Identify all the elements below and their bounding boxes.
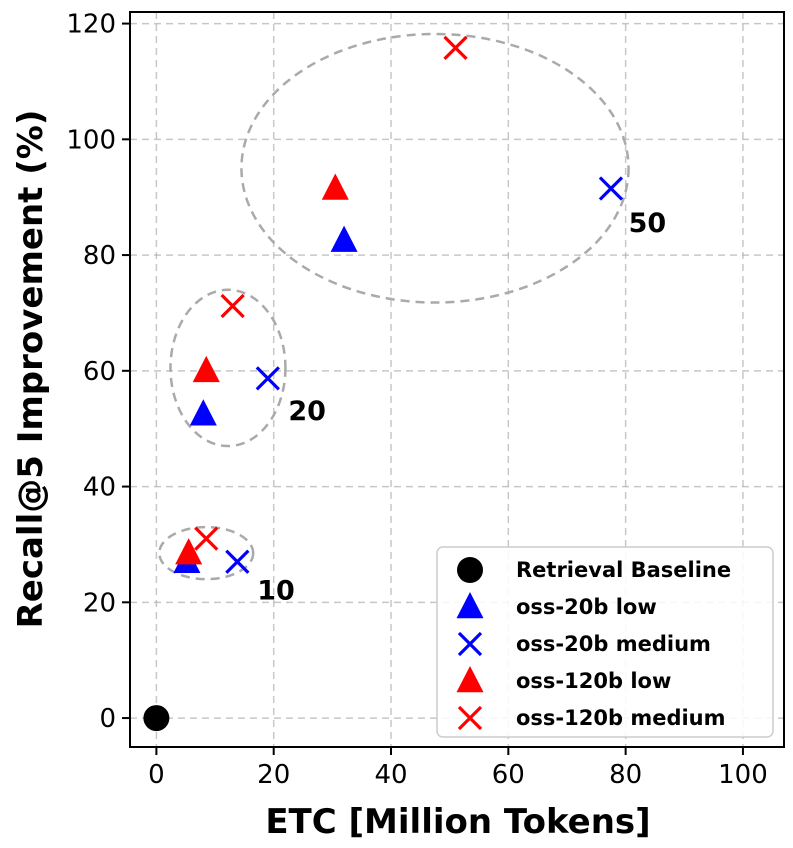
group-label: 10 — [257, 575, 295, 606]
group-ellipses — [158, 32, 630, 581]
oss-120b-low-point — [175, 538, 203, 565]
group-label: 20 — [288, 396, 326, 427]
group-ellipse — [169, 288, 287, 448]
x-tick-label: 100 — [718, 760, 768, 790]
legend-marker-oss-120b-medium — [457, 705, 483, 731]
y-tick-label: 40 — [83, 473, 116, 503]
legend-marker-oss-20b-medium — [457, 631, 483, 657]
legend-label-oss-120b-low: oss-120b low — [516, 669, 671, 693]
group-ellipse — [158, 525, 255, 581]
legend-label-oss-20b-medium: oss-20b medium — [516, 632, 711, 656]
oss-20b-medium-point — [598, 176, 624, 201]
x-axis-label: ETC [Million Tokens] — [265, 802, 650, 842]
axis-ticks: 0 20 40 60 80 100 0 20 40 60 80 100 120 — [66, 10, 767, 790]
oss-20b-medium-point — [255, 366, 280, 391]
oss-120b-low-point — [192, 355, 220, 383]
oss-120b-medium-point — [220, 293, 245, 319]
y-tick-label: 100 — [66, 125, 116, 155]
oss-120b-medium-point — [194, 526, 219, 551]
legend-marker-retrieval-baseline — [457, 557, 483, 583]
x-tick-label: 60 — [492, 760, 525, 790]
data-marks — [143, 35, 624, 732]
group-label: 50 — [629, 208, 667, 239]
y-tick-label: 20 — [83, 588, 116, 618]
legend-marker-oss-120b-low — [456, 666, 484, 693]
retrieval-baseline-point — [143, 705, 170, 732]
plot-frame — [129, 11, 785, 748]
legend-label-oss-20b-low: oss-20b low — [516, 595, 657, 619]
oss-20b-low-point — [189, 399, 217, 426]
legend: Retrieval Baseline oss-20b low oss-20b med… — [436, 546, 774, 738]
group-ellipse — [240, 32, 630, 304]
y-tick-label: 0 — [99, 704, 116, 734]
x-tick-label: 40 — [374, 760, 407, 790]
oss-20b-medium-point — [225, 549, 250, 574]
x-tick-label: 0 — [148, 760, 165, 790]
y-tick-label: 60 — [83, 357, 116, 387]
y-axis-label: Recall@5 Improvement (%) — [11, 110, 51, 629]
group-labels: 10 20 50 — [257, 208, 666, 607]
x-tick-label: 80 — [609, 760, 642, 790]
oss-120b-low-point — [321, 173, 349, 200]
y-tick-label: 80 — [83, 241, 116, 271]
oss-120b-medium-point — [443, 35, 468, 61]
legend-label-oss-120b-medium: oss-120b medium — [516, 706, 726, 730]
oss-20b-low-point — [330, 225, 358, 252]
legend-marker-oss-20b-low — [456, 592, 484, 619]
legend-box — [436, 546, 774, 738]
legend-label-retrieval-baseline: Retrieval Baseline — [516, 558, 731, 582]
x-tick-label: 20 — [257, 760, 290, 790]
y-tick-label: 120 — [66, 10, 116, 40]
